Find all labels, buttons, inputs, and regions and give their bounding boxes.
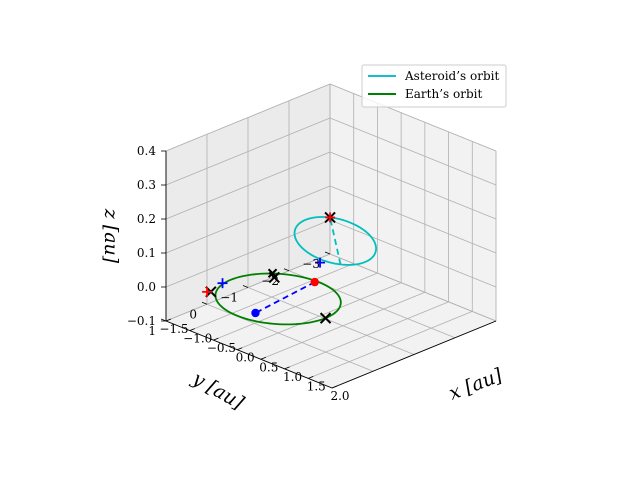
x-tick <box>189 328 195 331</box>
z-tick-label: 0.2 <box>137 212 156 226</box>
y-tick-label: −2 <box>261 274 279 288</box>
x-tick <box>284 366 290 370</box>
x-tick-label: 0.5 <box>259 360 278 374</box>
x-tick <box>331 385 338 389</box>
grid-line <box>329 83 497 152</box>
grid-lines <box>165 83 497 389</box>
x-axis-line <box>165 320 333 389</box>
grid-line <box>165 117 331 186</box>
x-tick <box>260 356 267 360</box>
x-tick <box>165 318 172 322</box>
grid-line <box>329 117 497 186</box>
x-axis-title: x [au] <box>446 364 506 405</box>
z-tick-label: −0.1 <box>127 314 156 328</box>
grid-line <box>329 185 497 254</box>
grid-line <box>329 253 497 322</box>
legend: Asteroid’s orbit Earth’s orbit <box>361 64 507 108</box>
y-tick <box>242 285 249 288</box>
x-tick <box>236 347 243 351</box>
x-tick-label: 0.0 <box>236 351 255 365</box>
y-tick <box>324 251 331 255</box>
x-tick <box>308 376 314 379</box>
grid-line <box>329 151 497 220</box>
z-tick-label: 0.4 <box>137 144 156 158</box>
y-tick-label: 0 <box>189 307 197 321</box>
legend-box <box>361 64 507 108</box>
y-axis-line <box>331 320 497 389</box>
y-tick-label: −3 <box>302 257 320 271</box>
x-tick-label: −1.0 <box>183 332 212 346</box>
earth-orbit-line <box>214 272 342 326</box>
y-axis-title: y [au] <box>188 367 248 414</box>
tick-labels: −1.5−1.0−0.50.00.51.01.52.010−1−2−3−0.10… <box>127 144 350 403</box>
y-tick <box>283 268 290 272</box>
x-tick-label: −0.5 <box>207 341 236 355</box>
z-tick-label: 0.0 <box>137 280 156 294</box>
x-tick <box>213 337 219 341</box>
grid-line <box>165 219 331 288</box>
y-tick-label: 1 <box>148 324 156 338</box>
blue-dot-marker <box>251 308 260 318</box>
earth-node-marker <box>319 312 332 324</box>
z-tick-label: 0.3 <box>137 178 156 192</box>
z-tick-label: 0.1 <box>137 246 156 260</box>
back-wall-pane <box>330 84 496 321</box>
y-tick <box>201 301 208 305</box>
grid-line <box>165 83 331 152</box>
x-tick-label: 1.0 <box>283 370 302 384</box>
legend-label-asteroid: Asteroid’s orbit <box>404 69 499 83</box>
grid-line <box>165 151 331 220</box>
y-tick-label: −1 <box>220 291 238 305</box>
departure-marker-2 <box>267 268 278 278</box>
x-tick-label: 1.5 <box>307 379 326 393</box>
z-axis-title: z [au] <box>100 208 122 264</box>
grid-line <box>247 287 415 355</box>
plot-area <box>202 211 377 326</box>
transfer-dashed-line <box>255 281 316 314</box>
grid-line <box>165 185 331 254</box>
red-dot-marker <box>310 277 319 287</box>
legend-label-earth: Earth’s orbit <box>405 87 482 101</box>
asteroid-apsis-line <box>329 217 342 265</box>
x-tick-label: −1.5 <box>159 322 188 336</box>
grid-line <box>329 219 497 288</box>
departure-marker <box>268 271 280 284</box>
tick-marks <box>160 150 497 389</box>
x-tick-label: 2.0 <box>330 389 349 403</box>
